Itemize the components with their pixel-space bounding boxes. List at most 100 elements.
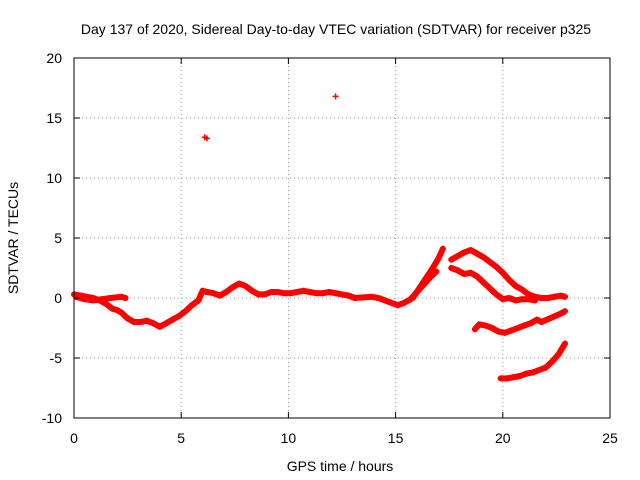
data-point [416,285,423,292]
data-point [176,313,183,319]
y-axis-label: SDTVAR / TECUs [5,182,21,294]
x-axis-label: GPS time / hours [287,458,394,474]
data-point [474,250,481,257]
data-point [467,269,474,276]
series-late-middle [471,308,568,336]
data-point [482,322,489,329]
data-point [448,265,455,271]
x-tick-label: 0 [70,430,78,446]
data-point [454,267,461,274]
x-tick-label: 25 [602,430,618,446]
data-point [512,283,519,289]
x-tick-label: 15 [388,430,404,446]
data-point [435,255,442,262]
data-point [521,322,528,329]
data-point [90,297,97,304]
data-point [122,295,129,301]
data-point [236,280,243,287]
data-point [131,319,138,325]
data-point [486,285,493,292]
axis-ticks [73,57,611,419]
data-point [561,340,568,347]
y-tick-label: -5 [50,350,63,366]
series-late-second [448,265,538,304]
data-point [549,358,556,365]
data-point [448,256,455,263]
data-point [501,329,508,336]
data-point [542,364,549,371]
data-point [467,247,474,253]
data-point [461,271,468,277]
data-point [561,293,568,300]
data-point [351,295,358,301]
data-point [169,316,176,323]
data-point [109,305,116,312]
data-point [529,369,536,376]
data-point [461,249,468,256]
data-point [203,135,210,142]
series-band-late-middle [471,308,568,336]
data-point [210,290,217,297]
data-point [471,326,478,333]
series-outliers [201,93,339,142]
data-point [538,319,545,325]
data-point [332,290,339,297]
data-point [163,320,170,327]
x-tick-label: 5 [177,430,185,446]
data-point [555,351,562,358]
chart-title: Day 137 of 2020, Sidereal Day-to-day VTE… [81,21,591,37]
data-point [242,283,249,289]
data-point [401,299,408,306]
data-point [480,254,487,261]
data-point [519,296,526,303]
data-point [394,302,401,309]
data-point [422,275,429,282]
data-point [156,323,163,330]
data-point [118,309,125,316]
data-point [300,287,307,294]
plot-area [71,93,568,382]
y-tick-label: 15 [46,110,62,126]
data-point [476,321,483,328]
data-point [255,291,262,298]
data-point [388,299,395,306]
x-tick-label: 10 [281,430,297,446]
data-point [506,277,513,283]
data-point [216,292,223,299]
y-tick-label: -10 [42,410,62,426]
data-point [409,295,416,301]
data-point [557,292,564,299]
data-point [274,289,281,295]
data-point [287,290,294,297]
data-point [506,295,513,301]
data-point [313,290,320,297]
tick-labels: 0 5 10 15 20 25 -10 -5 0 5 10 15 20 [42,50,618,446]
data-point [103,301,110,307]
data-point [293,289,300,295]
data-point [345,292,352,299]
data-point [248,287,255,294]
data-point [531,297,538,304]
data-point [519,286,526,293]
data-point [182,308,189,315]
grid-lines [74,58,610,418]
data-point [124,315,131,322]
data-point [306,289,313,295]
data-point [489,325,496,331]
data-point [527,320,534,327]
data-point [433,268,440,275]
data-point [499,269,506,276]
data-point [81,296,88,303]
data-point [429,266,436,273]
data-point [439,245,446,252]
data-point [375,295,382,301]
data-point [268,289,275,295]
data-point [514,325,521,331]
data-point [516,373,523,379]
x-tick-label: 20 [495,430,511,446]
data-point [474,273,481,280]
y-tick-label: 0 [54,290,62,306]
data-point [143,317,150,324]
data-point [551,293,558,300]
